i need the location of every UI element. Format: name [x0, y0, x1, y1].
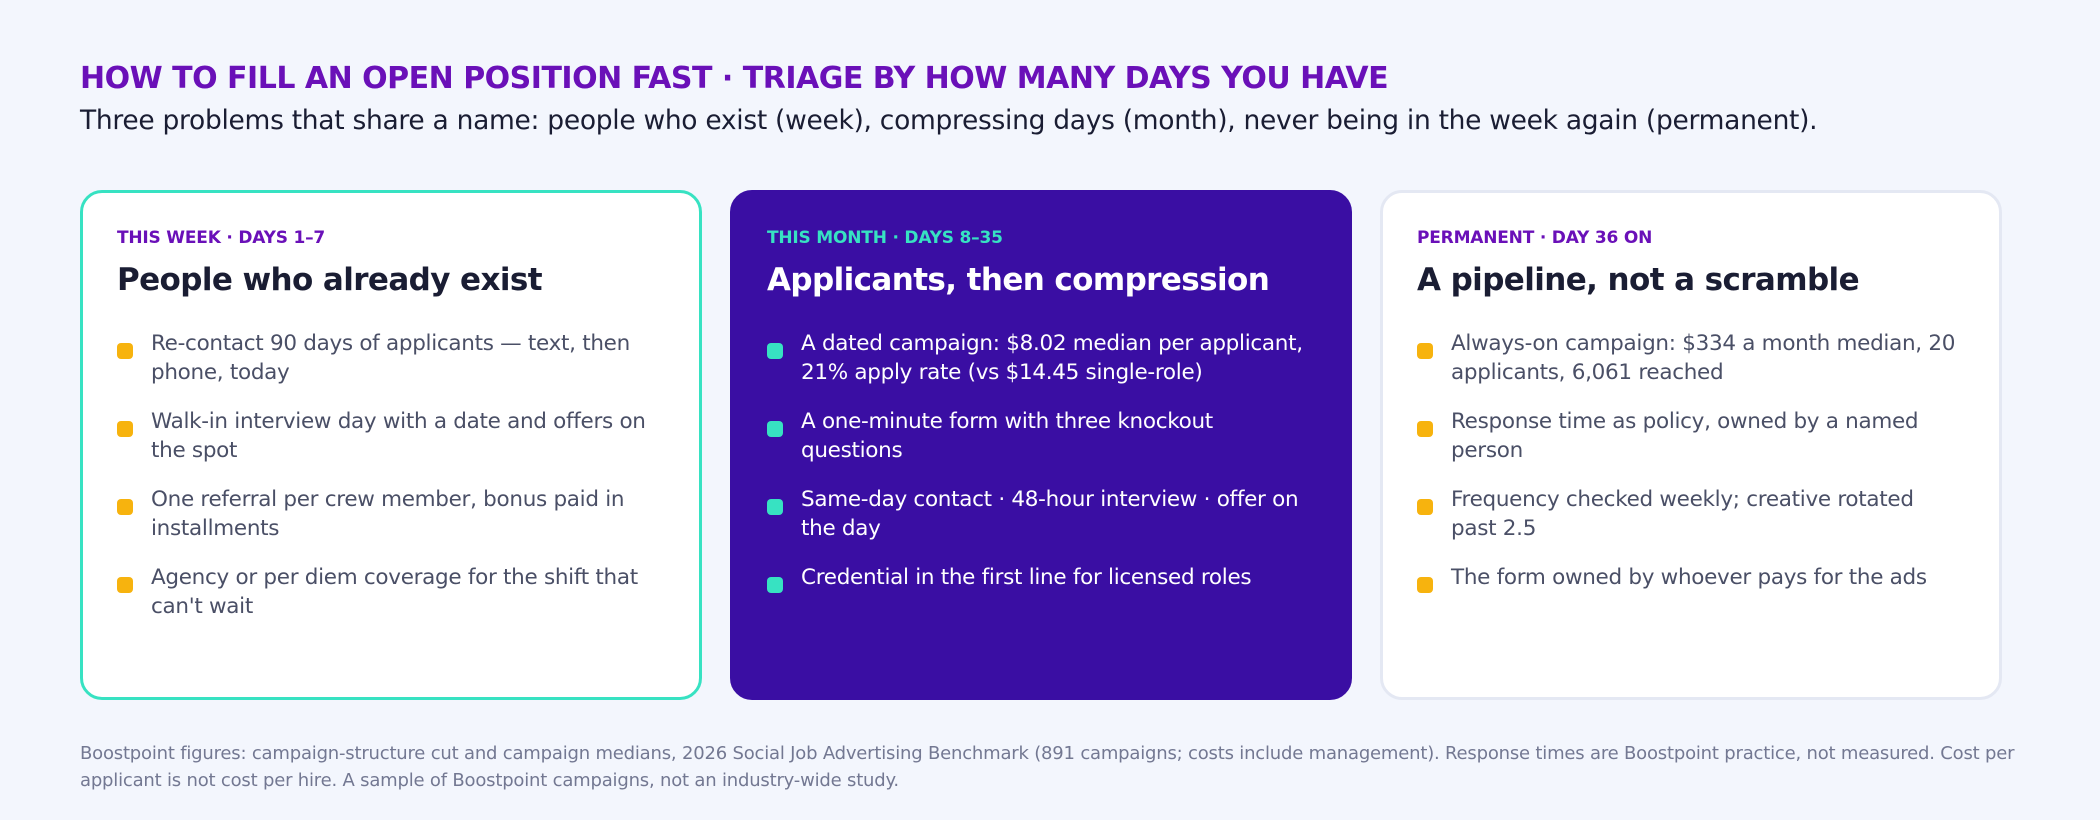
square-bullet-icon: [117, 499, 133, 515]
triage-cards: THIS WEEK · DAYS 1–7 People who already …: [80, 190, 2002, 700]
list-item-text: Same-day contact · 48-hour interview · o…: [801, 487, 1299, 541]
list-item: Credential in the first line for license…: [767, 563, 1315, 593]
square-bullet-icon: [1417, 499, 1433, 515]
list-item-text: Walk-in interview day with a date and of…: [151, 409, 646, 463]
list-item-text: Re-contact 90 days of applicants — text,…: [151, 331, 630, 385]
list-item: Walk-in interview day with a date and of…: [117, 407, 665, 465]
card-this-week: THIS WEEK · DAYS 1–7 People who already …: [80, 190, 702, 700]
card-title: A pipeline, not a scramble: [1417, 262, 1860, 298]
card-permanent: PERMANENT · DAY 36 ON A pipeline, not a …: [1380, 190, 2002, 700]
list-item: Always-on campaign: $334 a month median,…: [1417, 329, 1965, 387]
list-item: Frequency checked weekly; creative rotat…: [1417, 485, 1965, 543]
square-bullet-icon: [767, 577, 783, 593]
list-item-text: Response time as policy, owned by a name…: [1451, 409, 1919, 463]
list-item-text: Frequency checked weekly; creative rotat…: [1451, 487, 1914, 541]
square-bullet-icon: [767, 421, 783, 437]
card-item-list: Always-on campaign: $334 a month median,…: [1417, 329, 1965, 593]
card-eyebrow: THIS MONTH · DAYS 8–35: [767, 228, 1003, 248]
card-eyebrow: PERMANENT · DAY 36 ON: [1417, 228, 1653, 248]
list-item-text: A one-minute form with three knockout qu…: [801, 409, 1213, 463]
square-bullet-icon: [117, 421, 133, 437]
list-item: A dated campaign: $8.02 median per appli…: [767, 329, 1315, 387]
list-item: Response time as policy, owned by a name…: [1417, 407, 1965, 465]
list-item-text: Agency or per diem coverage for the shif…: [151, 565, 638, 619]
list-item-text: Credential in the first line for license…: [801, 565, 1252, 590]
card-title: Applicants, then compression: [767, 262, 1270, 298]
card-item-list: Re-contact 90 days of applicants — text,…: [117, 329, 665, 621]
list-item: Re-contact 90 days of applicants — text,…: [117, 329, 665, 387]
card-this-month: THIS MONTH · DAYS 8–35 Applicants, then …: [730, 190, 1352, 700]
list-item-text: A dated campaign: $8.02 median per appli…: [801, 331, 1303, 385]
card-item-list: A dated campaign: $8.02 median per appli…: [767, 329, 1315, 593]
source-footnote: Boostpoint figures: campaign-structure c…: [80, 743, 2015, 791]
list-item: Agency or per diem coverage for the shif…: [117, 563, 665, 621]
card-title: People who already exist: [117, 262, 543, 298]
list-item: A one-minute form with three knockout qu…: [767, 407, 1315, 465]
list-item: Same-day contact · 48-hour interview · o…: [767, 485, 1315, 543]
square-bullet-icon: [1417, 421, 1433, 437]
card-eyebrow: THIS WEEK · DAYS 1–7: [117, 228, 326, 248]
page-subtitle: Three problems that share a name: people…: [80, 105, 1818, 136]
list-item-text: Always-on campaign: $334 a month median,…: [1451, 331, 1956, 385]
list-item-text: The form owned by whoever pays for the a…: [1451, 565, 1927, 590]
square-bullet-icon: [1417, 343, 1433, 359]
square-bullet-icon: [117, 343, 133, 359]
square-bullet-icon: [117, 577, 133, 593]
page-title: HOW TO FILL AN OPEN POSITION FAST · TRIA…: [80, 61, 1389, 96]
square-bullet-icon: [767, 499, 783, 515]
list-item: The form owned by whoever pays for the a…: [1417, 563, 1965, 593]
list-item-text: One referral per crew member, bonus paid…: [151, 487, 625, 541]
list-item: One referral per crew member, bonus paid…: [117, 485, 665, 543]
square-bullet-icon: [767, 343, 783, 359]
square-bullet-icon: [1417, 577, 1433, 593]
